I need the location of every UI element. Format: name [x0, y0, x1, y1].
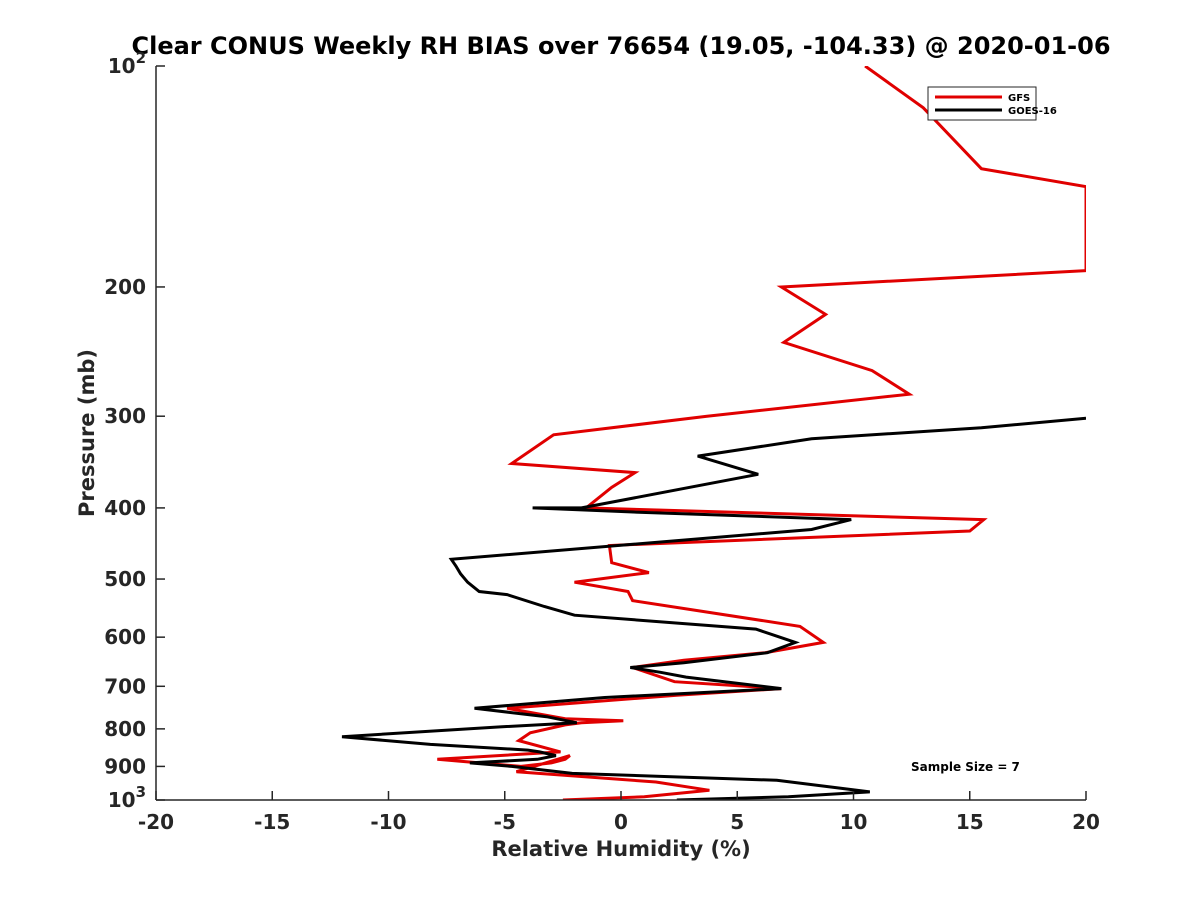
axes	[155, 66, 1086, 801]
x-tick-label: 5	[730, 810, 744, 834]
y-tick-label: 300	[104, 404, 146, 428]
x-tick-label: -5	[494, 810, 516, 834]
x-tick-label: -10	[370, 810, 406, 834]
x-tick-label: -15	[254, 810, 290, 834]
x-tick-label: 20	[1072, 810, 1100, 834]
y-tick-label: 200	[104, 275, 146, 299]
y-tick-label: 600	[104, 625, 146, 649]
series-line-goes-16	[341, 416, 1086, 800]
x-tick-label: 10	[840, 810, 868, 834]
legend: GFS GOES-16	[927, 86, 1057, 121]
x-ticks: -20 -15 -10 -5 0 5 10 15 20	[138, 791, 1100, 834]
sample-size-annotation: Sample Size = 7	[911, 760, 1020, 774]
legend-box	[927, 86, 1037, 121]
y-tick-label: 102	[108, 49, 146, 78]
y-tick-label: 500	[104, 567, 146, 591]
legend-label: GOES-16	[1008, 106, 1057, 117]
y-tick-label: 900	[104, 754, 146, 778]
y-tick-label: 400	[104, 496, 146, 520]
y-tick-label: 700	[104, 674, 146, 698]
chart-title: Clear CONUS Weekly RH BIAS over 76654 (1…	[131, 32, 1110, 60]
x-tick-label: 15	[956, 810, 984, 834]
y-tick-label: 103	[108, 783, 146, 812]
legend-label: GFS	[1008, 93, 1030, 104]
x-tick-label: 0	[614, 810, 628, 834]
y-axis-label: Pressure (mb)	[75, 349, 99, 517]
y-tick-label: 800	[104, 717, 146, 741]
series-layer	[341, 66, 1086, 800]
x-axis-label: Relative Humidity (%)	[491, 837, 750, 861]
x-tick-label: -20	[138, 810, 174, 834]
